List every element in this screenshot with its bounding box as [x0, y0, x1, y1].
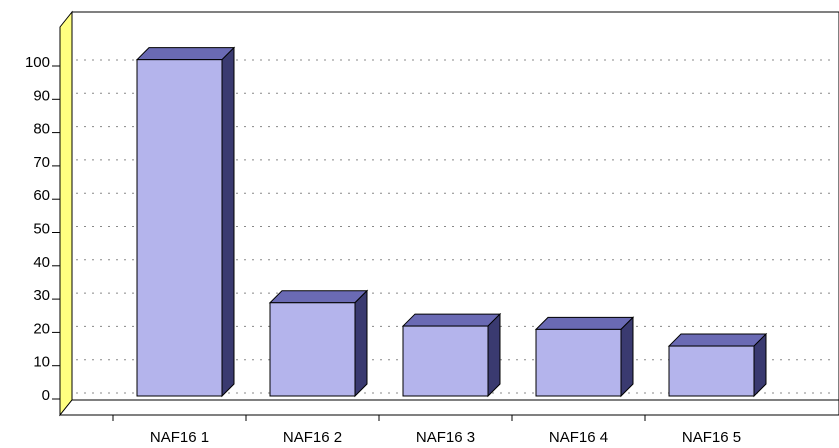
bar: [136, 59, 223, 397]
x-tick-label: NAF16 5: [682, 429, 741, 446]
bar-side: [620, 316, 634, 398]
y-tick-label: 50: [33, 220, 50, 237]
y-tick-label: 20: [33, 320, 50, 337]
bar-top: [401, 313, 502, 327]
y-tick-label: 0: [42, 387, 50, 404]
bar-top: [135, 47, 236, 61]
x-tick-label: NAF16 4: [549, 429, 608, 446]
bar-side: [221, 46, 235, 398]
y-tick-label: 100: [25, 54, 50, 71]
bar: [269, 302, 356, 397]
y-tick-label: 60: [33, 187, 50, 204]
floor: [58, 399, 839, 416]
bar-top: [268, 290, 369, 304]
bar-top: [534, 316, 635, 330]
x-tick-label: NAF16 2: [283, 429, 342, 446]
bar: [535, 328, 622, 397]
y-tick-label: 30: [33, 287, 50, 304]
x-tick-label: NAF16 3: [416, 429, 475, 446]
bar-side: [354, 289, 368, 398]
y-tick-label: 10: [33, 354, 50, 371]
y-tick-label: 90: [33, 87, 50, 104]
bar: [668, 345, 755, 397]
bar: [402, 325, 489, 397]
y-tick-label: 40: [33, 254, 50, 271]
bar-side: [487, 312, 501, 398]
side-wall: [59, 10, 73, 417]
x-tick-label: NAF16 1: [150, 429, 209, 446]
y-tick-label: 80: [33, 121, 50, 138]
y-tick-label: 70: [33, 154, 50, 171]
bar-top: [667, 333, 768, 347]
